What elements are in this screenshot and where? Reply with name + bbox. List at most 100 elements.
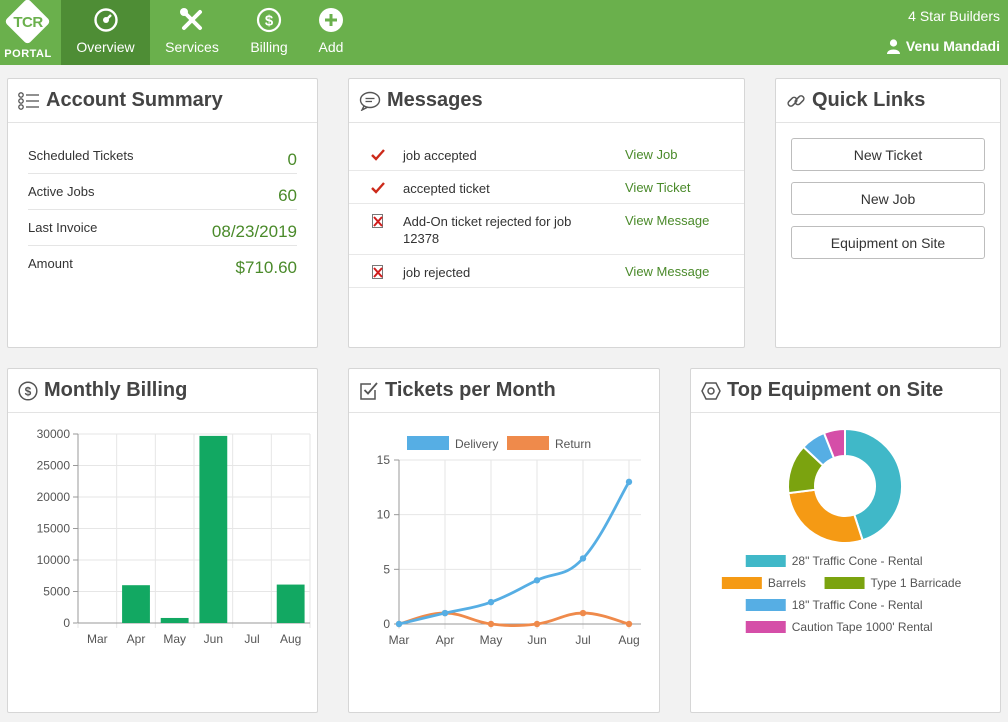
logo-text: TCR [13, 14, 43, 31]
series-line [398, 481, 631, 626]
account-summary-panel: Account Summary Scheduled Tickets 0 Acti… [7, 78, 318, 348]
hexagon-icon [701, 381, 721, 400]
x-tick-label: Aug [618, 633, 639, 647]
panel-header: Quick Links [776, 79, 1000, 123]
nav-billing[interactable]: $ Billing [234, 0, 304, 65]
user-menu[interactable]: Venu Mandadi [886, 38, 1000, 54]
message-text: job accepted [403, 148, 477, 163]
x-tick-label: Jun [527, 633, 546, 647]
svg-text:$: $ [265, 13, 274, 30]
data-point [579, 555, 587, 562]
summary-row-last-invoice: Last Invoice 08/23/2019 [28, 210, 297, 246]
checkbox-icon [360, 381, 378, 400]
x-tick-label: Apr [127, 632, 146, 646]
tools-icon [150, 6, 234, 34]
legend-swatch [745, 599, 786, 611]
legend-swatch [745, 621, 786, 633]
data-point [441, 609, 449, 617]
legend-label: Caution Tape 1000' Rental [792, 620, 933, 634]
y-tick-label: 5 [383, 562, 390, 576]
pie-slice [844, 427, 903, 542]
message-row: job accepted View Job [349, 138, 744, 171]
message-text: accepted ticket [403, 181, 490, 196]
summary-row-amount: Amount $710.60 [28, 246, 297, 282]
pie-slice [822, 427, 846, 460]
monthly-billing-chart: 0 5000 10000 15000 20000 25000 30000 Mar Apr May J… [37, 427, 311, 646]
message-row: accepted ticket View Ticket [349, 171, 744, 204]
data-point [579, 609, 587, 617]
messages-panel: Messages job accepted View Job accepted … [348, 78, 745, 348]
legend-label: Return [555, 437, 591, 451]
panel-header: Top Equipment on Site [691, 369, 1000, 413]
x-tick-label: Jul [575, 633, 590, 647]
dashboard-icon [61, 6, 150, 34]
y-tick-label: 20000 [37, 490, 71, 504]
legend-label: Type 1 Barricade [871, 576, 962, 590]
y-tick-label: 5000 [43, 585, 70, 599]
nav-overview[interactable]: Overview [61, 0, 150, 65]
new-job-button[interactable]: New Job [791, 182, 985, 215]
legend-swatch [407, 436, 449, 450]
data-point [533, 620, 541, 628]
equipment-on-site-button[interactable]: Equipment on Site [791, 226, 985, 259]
summary-label: Last Invoice [28, 220, 98, 235]
rejected-document-icon [372, 265, 383, 279]
data-point [625, 620, 633, 628]
tickets-per-month-panel: Tickets per Month 0 5 10 15 Mar Apr May Jun Jul A… [348, 368, 660, 713]
y-tick-label: 15 [377, 453, 391, 467]
bar [199, 435, 228, 623]
view-message-link[interactable]: View Message [625, 213, 710, 228]
message-text: Add-On ticket rejected for job 12378 [403, 214, 572, 246]
top-equipment-chart: 28" Traffic Cone - Rental Barrels Type 1 B… [721, 427, 962, 634]
panel-header: Account Summary [8, 79, 317, 123]
top-equipment-panel: Top Equipment on Site 28" Traffic Cone -… [690, 368, 1001, 713]
summary-value: 60 [278, 186, 297, 205]
panel-header: Messages [349, 79, 744, 123]
x-tick-label: May [163, 632, 186, 646]
legend-swatch [745, 555, 786, 567]
summary-label: Amount [28, 256, 73, 271]
nav-add[interactable]: Add [304, 0, 358, 65]
rejected-document-icon [372, 214, 383, 228]
view-job-link[interactable]: View Job [625, 147, 678, 162]
x-tick-label: May [480, 633, 503, 647]
nav-label: Services [165, 39, 219, 55]
panel-title: Monthly Billing [44, 379, 188, 401]
message-row: job rejected View Message [349, 255, 744, 288]
view-ticket-link[interactable]: View Ticket [625, 180, 691, 195]
y-tick-label: 0 [63, 616, 70, 630]
data-point [487, 620, 495, 628]
tcr-portal-logo[interactable]: TCR PORTAL [0, 0, 60, 65]
nav-label: Billing [250, 39, 288, 55]
pie-slice [787, 488, 864, 544]
user-name: Venu Mandadi [905, 38, 1000, 54]
legend-label: 28" Traffic Cone - Rental [792, 554, 923, 568]
panel-title: Tickets per Month [385, 379, 556, 401]
summary-row-active-jobs: Active Jobs 60 [28, 174, 297, 210]
nav-services[interactable]: Services [150, 0, 234, 65]
summary-label: Scheduled Tickets [28, 148, 134, 163]
legend-swatch [507, 436, 549, 450]
y-tick-label: 30000 [37, 427, 71, 441]
y-tick-label: 25000 [37, 459, 71, 473]
nav-label: Overview [76, 39, 135, 55]
legend-label: Delivery [455, 437, 498, 451]
y-tick-label: 10 [377, 508, 391, 522]
data-point [533, 577, 541, 584]
dollar-icon: $ [234, 6, 304, 34]
company-name[interactable]: 4 Star Builders [908, 8, 1000, 24]
new-ticket-button[interactable]: New Ticket [791, 138, 985, 171]
panel-title: Top Equipment on Site [727, 379, 944, 401]
data-point [395, 620, 403, 628]
view-message-link[interactable]: View Message [625, 264, 710, 279]
panel-title: Messages [387, 89, 483, 111]
y-tick-label: 0 [383, 617, 390, 631]
user-icon [886, 38, 900, 54]
panel-title: Quick Links [812, 89, 926, 111]
dollar-circle-icon: $ [18, 380, 38, 401]
panel-header: Tickets per Month [349, 369, 659, 413]
bar [160, 617, 189, 623]
summary-label: Active Jobs [28, 184, 95, 199]
panel-header: $ Monthly Billing [8, 369, 317, 413]
bar [276, 584, 305, 623]
